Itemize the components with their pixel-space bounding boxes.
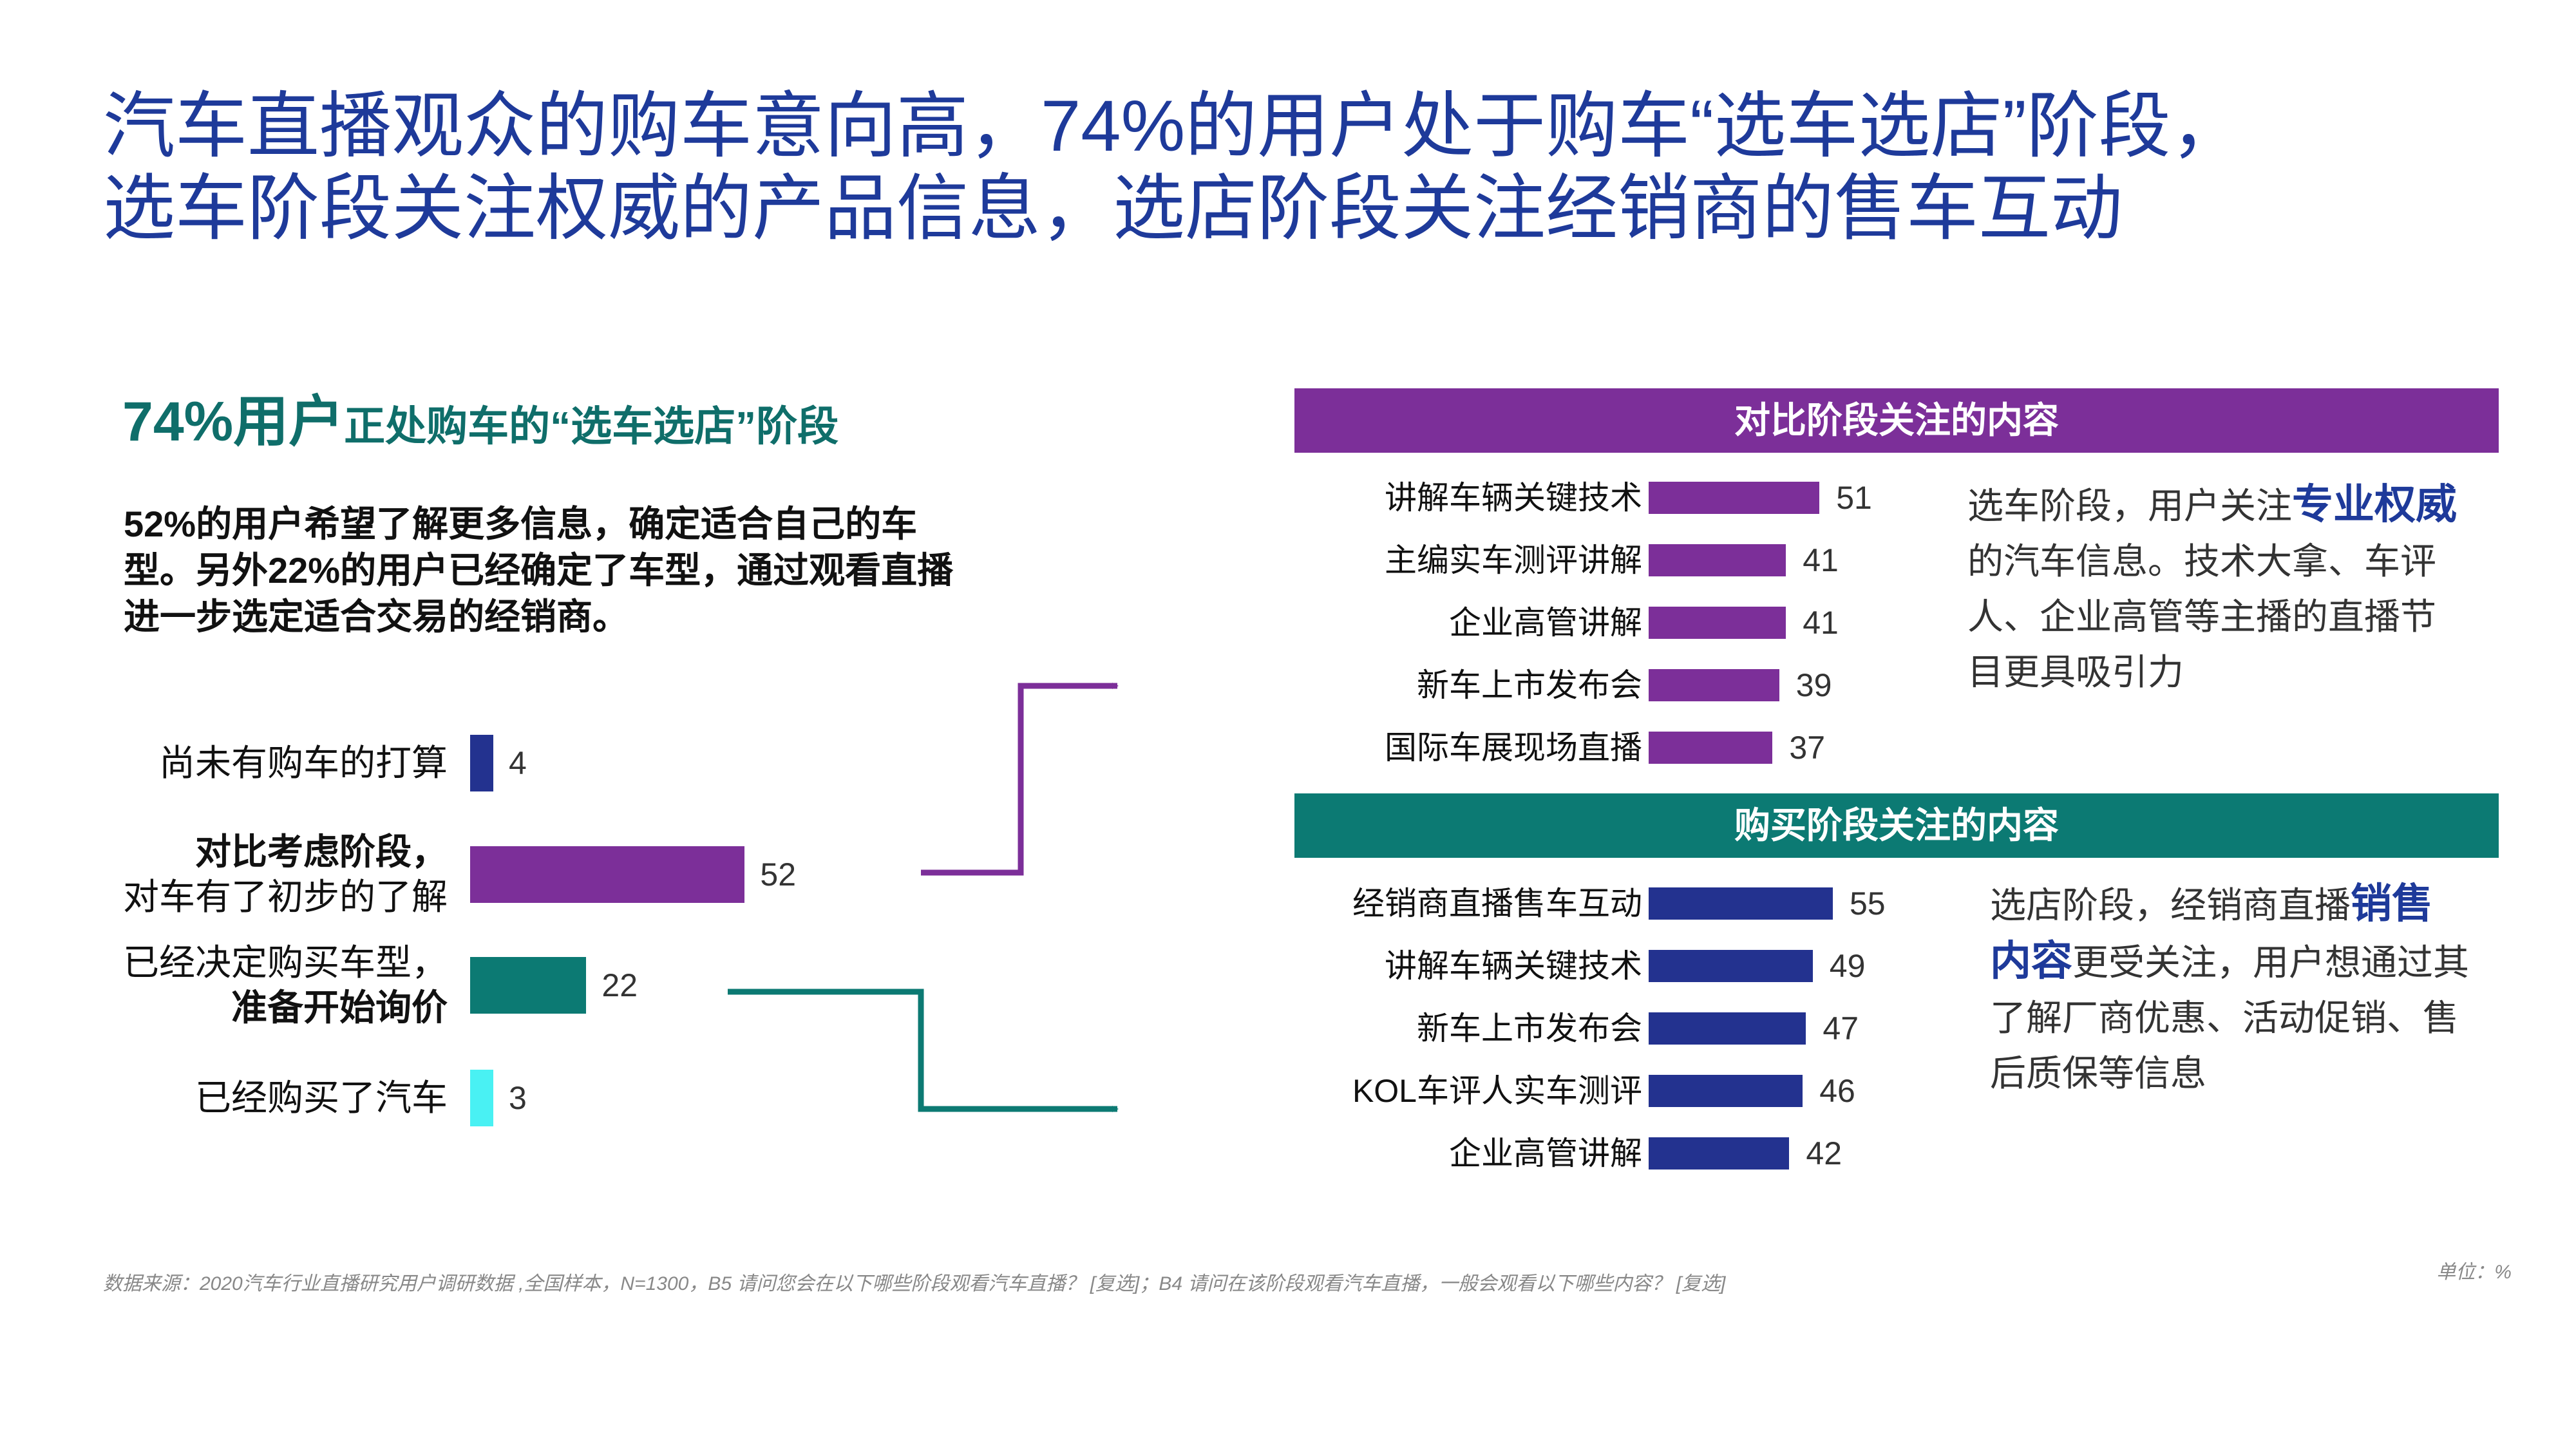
buy-stage-note: 选店阶段，经销商直播销售内容更受关注，用户想通过其了解厂商优惠、活动促销、售后质… [1990, 876, 2473, 1101]
page-title-line-1: 汽车直播观众的购车意向高，74%的用户处于购车“选车选店”阶段， [103, 86, 2243, 166]
stage-label: 已经购买了汽车 [195, 1075, 448, 1121]
content-bar [1649, 887, 1833, 920]
arrow-to-buy-stage [728, 989, 1119, 1112]
content-value: 49 [1829, 948, 1866, 984]
note1-highlight: 专业权威 [2292, 481, 2457, 527]
content-bar [1649, 1012, 1806, 1045]
stage-value: 22 [601, 967, 638, 1003]
stage-label-line: 对车有了初步的了解 [123, 876, 448, 917]
unit-label: 单位：% [2436, 1262, 2512, 1283]
content-label: 企业高管讲解 [1449, 605, 1642, 641]
stage-value: 3 [509, 1080, 527, 1116]
content-value: 39 [1795, 667, 1832, 703]
compare-stage-note: 选车阶段，用户关注专业权威的汽车信息。技术大拿、车评人、企业高管等主播的直播节目… [1967, 477, 2470, 700]
stage-label-line: 对比考虑阶段， [195, 831, 448, 872]
content-value: 47 [1823, 1010, 1859, 1046]
content-value: 37 [1789, 730, 1826, 766]
stage-label: 对比考虑阶段， 对车有了初步的了解 [123, 829, 448, 920]
stage-label: 尚未有购车的打算 [159, 741, 448, 786]
content-label: 新车上市发布会 [1417, 667, 1642, 703]
content-label: KOL车评人实车测评 [1352, 1073, 1642, 1109]
subhead-text: 正处购车的“选车选店”阶段 [344, 403, 839, 450]
stage-value: 4 [509, 745, 527, 781]
content-label: 企业高管讲解 [1449, 1135, 1642, 1171]
stage-bar [470, 735, 493, 791]
stage-value: 52 [760, 857, 797, 893]
content-bar [1649, 669, 1779, 701]
stage-label-line: 已经购买了汽车 [195, 1077, 448, 1118]
content-value: 55 [1850, 886, 1886, 922]
content-bar [1649, 1075, 1803, 1107]
page-title-line-2: 选车阶段关注权威的产品信息，选店阶段关注经销商的售车互动 [103, 168, 2123, 249]
note2-highlight: 销售内容 [1990, 880, 2433, 984]
content-label: 主编实车测评讲解 [1385, 542, 1642, 578]
data-source: 数据来源：2020汽车行业直播研究用户调研数据 ,全国样本，N=1300，B5 … [103, 1273, 1726, 1294]
stage-bar [470, 1070, 493, 1126]
content-bar [1649, 1137, 1790, 1170]
compare-stage-header: 对比阶段关注的内容 [1294, 388, 2499, 453]
content-value: 41 [1803, 542, 1839, 578]
description: 52%的用户希望了解更多信息，确定适合自己的车型。另外22%的用户已经确定了车型… [124, 501, 961, 640]
content-bar [1649, 950, 1813, 982]
content-value: 42 [1806, 1135, 1842, 1171]
content-label: 经销商直播售车互动 [1352, 886, 1642, 922]
content-label: 讲解车辆关键技术 [1385, 480, 1642, 516]
subhead: 74%用户正处购车的“选车选店”阶段 [122, 394, 838, 450]
content-label: 国际车展现场直播 [1385, 730, 1642, 766]
content-value: 41 [1803, 605, 1839, 641]
arrow-to-compare-stage [921, 683, 1119, 876]
content-value: 46 [1819, 1073, 1855, 1109]
note2-pre: 选店阶段，经销商直播 [1990, 885, 2351, 925]
content-bar [1649, 482, 1820, 514]
description-part-1: 52%的用户希望了解更多信息，确定适合自己的车型。另外22%的用户已经确定了车型… [124, 504, 918, 591]
content-value: 51 [1836, 480, 1872, 516]
buy-stage-header: 购买阶段关注的内容 [1294, 793, 2499, 858]
content-bar [1649, 544, 1786, 576]
stage-bar [470, 846, 745, 903]
note1-post: 的汽车信息。技术大拿、车评人、企业高管等主播的直播节目更具吸引力 [1967, 541, 2436, 692]
stage-label-line: 准备开始询价 [231, 987, 448, 1028]
content-label: 新车上市发布会 [1417, 1010, 1642, 1046]
stage-label-line: 尚未有购车的打算 [159, 743, 448, 783]
content-bar [1649, 607, 1786, 639]
stage-label: 已经决定购买车型， 准备开始询价 [123, 940, 448, 1030]
note1-pre: 选车阶段，用户关注 [1967, 486, 2292, 526]
note2-post: 更受关注，用户想通过其了解厂商优惠、活动促销、售后质保等信息 [1990, 942, 2469, 1094]
stage-bar [470, 957, 587, 1014]
content-bar [1649, 732, 1773, 764]
stage-label-line: 已经决定购买车型， [123, 942, 448, 983]
description-part-2: 看直播进一步选定适合交易的经销商。 [124, 550, 954, 637]
content-label: 讲解车辆关键技术 [1385, 948, 1642, 984]
subhead-highlight: 74%用户 [122, 391, 345, 453]
